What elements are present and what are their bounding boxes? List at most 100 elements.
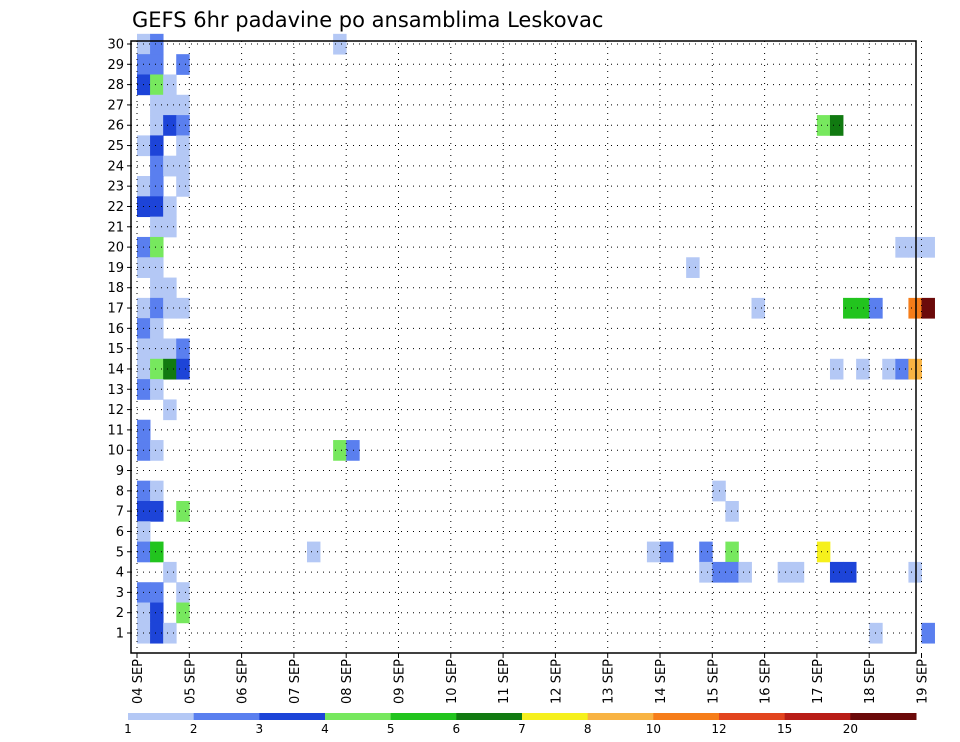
legend-swatch xyxy=(587,713,654,720)
heatmap-cell xyxy=(908,358,922,380)
heatmap-cell xyxy=(163,216,177,238)
heatmap-cell xyxy=(150,277,164,299)
heatmap-cell xyxy=(176,602,190,624)
heatmap-cell xyxy=(176,358,190,380)
legend-label: 8 xyxy=(584,722,592,736)
y-tick-label: 23 xyxy=(107,180,124,195)
legend-label: 20 xyxy=(843,722,858,736)
heatmap-cell xyxy=(176,176,190,197)
heatmap-cell xyxy=(150,338,164,360)
legend-label: 7 xyxy=(518,722,526,736)
legend-swatch xyxy=(390,713,457,720)
heatmap-cell xyxy=(150,622,164,644)
heatmap-cell xyxy=(150,135,164,157)
heatmap-cell xyxy=(176,115,190,136)
y-tick-label: 28 xyxy=(107,78,124,93)
legend-swatch xyxy=(259,713,326,720)
y-tick-label: 22 xyxy=(107,200,124,215)
heatmap-cell xyxy=(882,358,896,380)
heatmap-cell xyxy=(150,500,164,522)
y-tick-label: 17 xyxy=(107,302,124,317)
heatmap-cell xyxy=(150,379,164,400)
legend-label: 1 xyxy=(124,722,132,736)
legend-swatch xyxy=(128,713,195,720)
legend-swatch xyxy=(193,713,260,720)
y-tick-label: 24 xyxy=(107,159,124,174)
heatmap-cell xyxy=(843,297,857,319)
heatmap-cell xyxy=(176,297,190,319)
heatmap-cell xyxy=(150,33,164,55)
heatmap-cell xyxy=(150,297,164,319)
legend-label: 15 xyxy=(777,722,792,736)
heatmap-cell xyxy=(150,176,164,197)
y-tick-label: 19 xyxy=(107,261,124,276)
heatmap-cell xyxy=(150,582,164,603)
x-tick-label: 12 SEP xyxy=(549,659,564,704)
heatmap-cell xyxy=(699,561,713,583)
heatmap-cell xyxy=(176,135,190,157)
legend-swatch xyxy=(653,713,720,720)
heatmap-cell xyxy=(176,94,190,116)
heatmap-cell xyxy=(660,541,674,563)
y-tick-label: 11 xyxy=(107,423,124,438)
heatmap-cell xyxy=(150,440,164,461)
heatmap-cell xyxy=(895,358,909,380)
x-tick-label: 10 SEP xyxy=(445,659,460,704)
heatmap-cell xyxy=(856,297,870,319)
heatmap-cell xyxy=(333,440,347,461)
plot-frame xyxy=(130,40,917,654)
legend-label: 10 xyxy=(646,722,661,736)
y-tick-label: 30 xyxy=(107,38,124,53)
x-tick-label: 05 SEP xyxy=(183,659,198,704)
heatmap-cell xyxy=(856,358,870,380)
chart-title: GEFS 6hr padavine po ansamblima Leskovac xyxy=(132,8,603,32)
x-tick-label: 18 SEP xyxy=(863,659,878,704)
heatmap-cell xyxy=(150,358,164,380)
y-tick-label: 4 xyxy=(116,566,124,581)
heatmap-cell xyxy=(176,155,190,177)
legend-label: 12 xyxy=(711,722,726,736)
legend-swatch xyxy=(719,713,786,720)
heatmap-cell xyxy=(163,94,177,116)
x-tick-label: 19 SEP xyxy=(916,659,931,704)
heatmap-cell xyxy=(843,561,857,583)
legend-label: 6 xyxy=(453,722,461,736)
x-tick-label: 16 SEP xyxy=(759,659,774,704)
y-tick-label: 1 xyxy=(116,627,124,642)
heatmap-cell xyxy=(150,94,164,116)
heatmap-cell xyxy=(738,561,752,583)
legend-label: 4 xyxy=(321,722,329,736)
heatmap-cell xyxy=(725,500,739,522)
heatmap-cell xyxy=(176,54,190,75)
heatmap-cell xyxy=(751,297,765,319)
y-tick-label: 3 xyxy=(116,586,124,601)
legend-label: 2 xyxy=(190,722,198,736)
heatmap-cell xyxy=(150,541,164,563)
heatmap-cell xyxy=(150,318,164,339)
heatmap-cell xyxy=(816,115,831,136)
x-tick-label: 08 SEP xyxy=(340,659,355,704)
legend-swatch xyxy=(784,713,851,720)
y-tick-label: 2 xyxy=(116,606,124,621)
x-tick-label: 13 SEP xyxy=(602,659,617,704)
heatmap-cell xyxy=(163,115,177,136)
heatmap-cell xyxy=(150,155,164,177)
heatmap-cell xyxy=(346,440,360,461)
heatmap-cell xyxy=(725,541,739,563)
heatmap-cell xyxy=(829,358,844,380)
heatmap-cell xyxy=(150,480,164,502)
y-tick-label: 5 xyxy=(116,545,124,560)
heatmap-cell xyxy=(150,74,164,96)
heatmap-cell xyxy=(176,500,190,522)
heatmap-cell xyxy=(777,561,792,583)
heatmap-cell xyxy=(816,541,831,563)
heatmap-cell xyxy=(163,338,177,360)
heatmap-cell xyxy=(163,399,177,421)
legend-label: 3 xyxy=(256,722,264,736)
x-tick-label: 09 SEP xyxy=(393,659,408,704)
legend-swatch xyxy=(325,713,392,720)
heatmap-cell xyxy=(150,602,164,624)
heatmap-cell xyxy=(921,236,935,258)
heatmap-cell xyxy=(829,115,844,136)
